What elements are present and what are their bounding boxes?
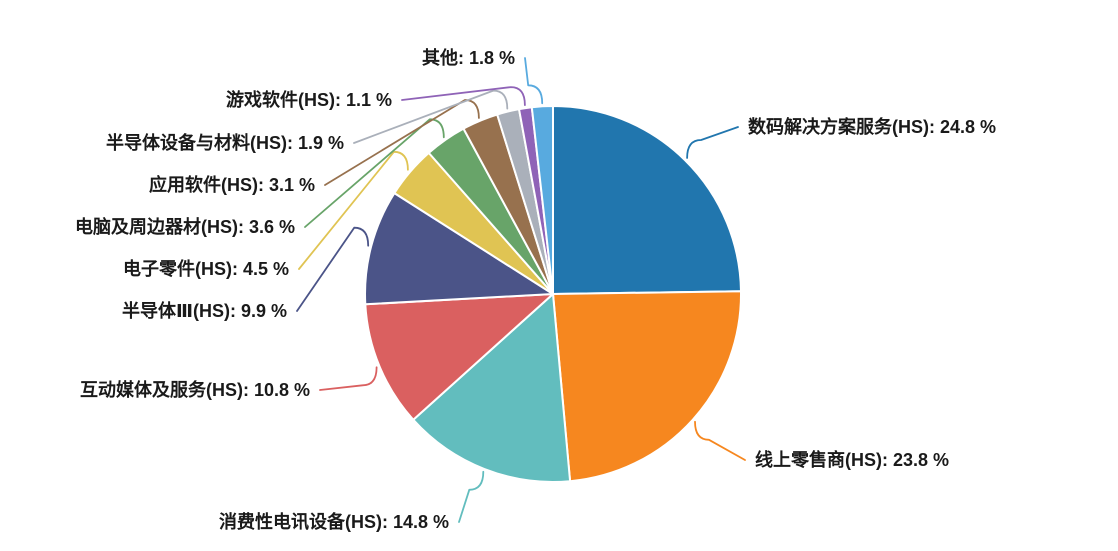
leader-line-4 <box>296 226 370 312</box>
slice-label-3: 互动媒体及服务(HS): 10.8 % <box>80 379 310 400</box>
slice-label-1: 线上零售商(HS): 23.8 % <box>755 449 949 470</box>
slice-label-9: 游戏软件(HS): 1.1 % <box>226 89 392 110</box>
slice-label-0: 数码解决方案服务(HS): 24.8 % <box>748 116 996 137</box>
leader-line-1 <box>694 420 746 461</box>
leader-lines-layer <box>296 57 746 523</box>
pie-slice-4 <box>364 192 554 306</box>
slice-label-4: 半导体Ⅲ(HS): 9.9 % <box>122 300 287 321</box>
slice-label-7: 应用软件(HS): 3.1 % <box>149 174 315 195</box>
pie-slices-layer <box>364 105 743 483</box>
slice-label-5: 电子零件(HS): 4.5 % <box>123 258 289 279</box>
leader-line-10 <box>524 57 544 105</box>
leader-line-8 <box>353 89 509 144</box>
leader-line-7 <box>324 99 480 186</box>
leader-line-9 <box>401 86 526 106</box>
leader-line-3 <box>319 366 378 391</box>
leader-line-2 <box>458 470 485 523</box>
slice-label-6: 电脑及周边器材(HS): 3.6 % <box>75 216 295 237</box>
leader-line-6 <box>304 118 445 228</box>
slice-label-2: 消费性电讯设备(HS): 14.8 % <box>219 511 449 532</box>
pie-slice-2 <box>412 293 572 483</box>
pie-slice-1 <box>552 290 743 483</box>
leader-line-5 <box>298 150 409 270</box>
leader-line-0 <box>686 126 739 159</box>
pie-slice-0 <box>552 105 742 295</box>
slice-labels-layer: 数码解决方案服务(HS): 24.8 % 线上零售商(HS): 23.8 % 消费性… <box>75 47 996 532</box>
slice-label-8: 半导体设备与材料(HS): 1.9 % <box>106 132 344 153</box>
slice-label-10: 其他: 1.8 % <box>422 47 515 68</box>
pie-slice-10 <box>530 105 554 295</box>
pie-slice-3 <box>364 293 554 421</box>
